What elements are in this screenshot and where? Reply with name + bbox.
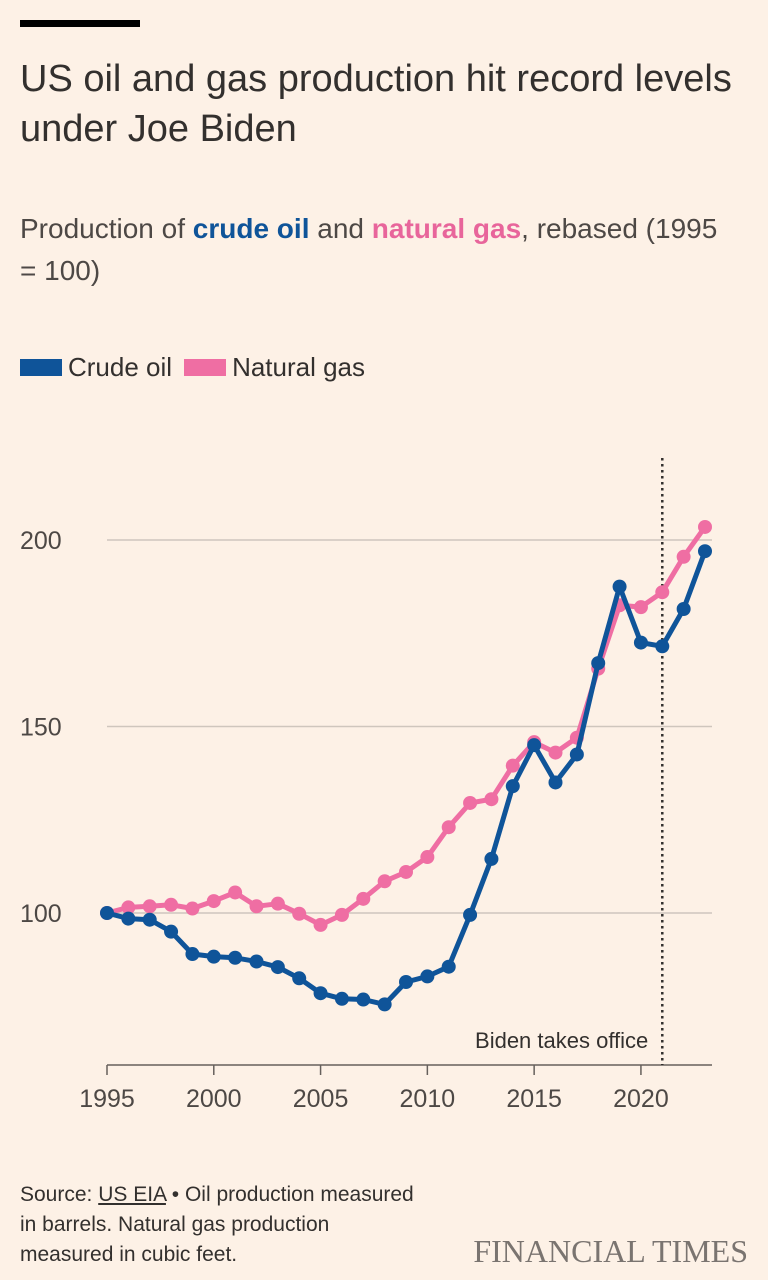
data-point-natural-gas-1999 [185, 901, 200, 916]
data-point-crude-oil-2008 [377, 997, 392, 1012]
legend-item-crude-oil: Crude oil [20, 352, 172, 383]
data-point-crude-oil-2022 [676, 602, 691, 617]
data-point-natural-gas-2001 [228, 885, 243, 900]
data-point-natural-gas-2012 [463, 795, 478, 810]
data-point-natural-gas-2005 [313, 917, 328, 932]
financial-times-logo: FINANCIAL TIMES [473, 1233, 748, 1269]
data-point-natural-gas-2006 [334, 907, 349, 922]
data-point-crude-oil-2017 [569, 747, 584, 762]
data-point-natural-gas-1997 [142, 899, 157, 914]
data-point-crude-oil-1998 [164, 924, 179, 939]
source-label: Source: [20, 1183, 99, 1206]
ft-top-rule [20, 20, 140, 27]
data-point-natural-gas-2011 [441, 820, 456, 835]
data-point-crude-oil-2007 [356, 992, 371, 1007]
data-point-natural-gas-2010 [420, 850, 435, 865]
data-point-natural-gas-2013 [484, 792, 499, 807]
x-tick-label-2005: 2005 [293, 1085, 349, 1113]
line-chart: 100 150 200 1995 2000 2005 2010 2015 2020 Biden t… [20, 458, 712, 1113]
data-point-natural-gas-2022 [676, 549, 691, 564]
legend-label-natural-gas: Natural gas [232, 352, 366, 382]
data-point-natural-gas-2008 [377, 874, 392, 889]
subtitle-suffix: , rebased (1995 = 100) [20, 213, 718, 286]
data-point-crude-oil-2020 [633, 635, 648, 650]
data-point-crude-oil-2003 [270, 960, 285, 975]
data-point-crude-oil-1996 [121, 911, 136, 926]
data-point-crude-oil-2011 [441, 959, 456, 974]
legend-label-crude-oil: Crude oil [68, 352, 173, 382]
data-point-crude-oil-2018 [591, 656, 606, 671]
data-point-crude-oil-2013 [484, 851, 499, 866]
legend-item-natural-gas: Natural gas [184, 352, 365, 383]
source-note: Source: US EIA • Oil production measured… [20, 1180, 420, 1270]
legend-swatch-natural-gas [184, 359, 227, 376]
data-point-natural-gas-2021 [655, 585, 670, 600]
data-point-natural-gas-2014 [505, 758, 520, 773]
data-point-crude-oil-2005 [313, 986, 328, 1001]
data-point-crude-oil-2023 [698, 544, 712, 559]
x-tick-label-2000: 2000 [186, 1085, 242, 1113]
x-tick-label-2015: 2015 [506, 1085, 562, 1113]
data-point-crude-oil-2019 [612, 579, 627, 594]
data-point-crude-oil-2014 [505, 779, 520, 794]
data-point-crude-oil-2012 [463, 907, 478, 922]
data-point-crude-oil-2010 [420, 969, 435, 984]
subtitle-crude-oil-highlight: crude oil [192, 213, 310, 244]
y-tick-label-100: 100 [20, 900, 62, 928]
data-point-natural-gas-1996 [121, 900, 136, 915]
x-tick-label-2020: 2020 [613, 1085, 669, 1113]
data-point-natural-gas-2016 [548, 745, 563, 760]
y-tick-label-150: 150 [20, 714, 62, 742]
x-tick-label-2010: 2010 [400, 1085, 456, 1113]
chart-title: US oil and gas production hit record lev… [20, 58, 732, 150]
source-link-us-eia[interactable]: US EIA [98, 1183, 166, 1206]
data-point-crude-oil-2004 [292, 971, 307, 986]
chart-subtitle: Production of crude oil and natural gas,… [20, 208, 740, 292]
data-point-crude-oil-2016 [548, 775, 563, 790]
data-point-natural-gas-2007 [356, 891, 371, 906]
x-tick-label-1995: 1995 [79, 1085, 135, 1113]
subtitle-prefix: Production of [20, 213, 193, 244]
data-point-crude-oil-2001 [228, 950, 243, 965]
data-point-natural-gas-2003 [270, 896, 285, 911]
data-point-natural-gas-2023 [698, 519, 712, 534]
annotation-label-biden-takes-office: Biden takes office [475, 1028, 648, 1053]
data-point-crude-oil-2015 [527, 738, 542, 753]
data-point-natural-gas-2002 [249, 899, 264, 914]
data-point-natural-gas-2004 [292, 906, 307, 921]
source-measurement-note: • Oil production measured in barrels. Na… [20, 1183, 414, 1266]
y-tick-label-200: 200 [20, 527, 62, 555]
data-point-crude-oil-1995 [100, 906, 114, 920]
data-point-crude-oil-2021 [655, 639, 670, 654]
data-point-crude-oil-2000 [206, 949, 221, 964]
data-point-natural-gas-2000 [206, 894, 221, 909]
chart-legend: Crude oil Natural gas [20, 352, 377, 383]
legend-swatch-crude-oil [20, 359, 62, 376]
data-point-natural-gas-2020 [633, 600, 648, 615]
data-point-crude-oil-2009 [399, 975, 413, 990]
data-point-crude-oil-1999 [185, 947, 200, 962]
data-point-natural-gas-1998 [164, 897, 179, 912]
data-point-natural-gas-2009 [399, 864, 413, 879]
data-point-crude-oil-1997 [142, 912, 157, 927]
data-point-crude-oil-2002 [249, 954, 264, 969]
subtitle-middle: and [309, 213, 372, 244]
data-point-crude-oil-2006 [334, 991, 349, 1006]
subtitle-natural-gas-highlight: natural gas [371, 213, 522, 244]
